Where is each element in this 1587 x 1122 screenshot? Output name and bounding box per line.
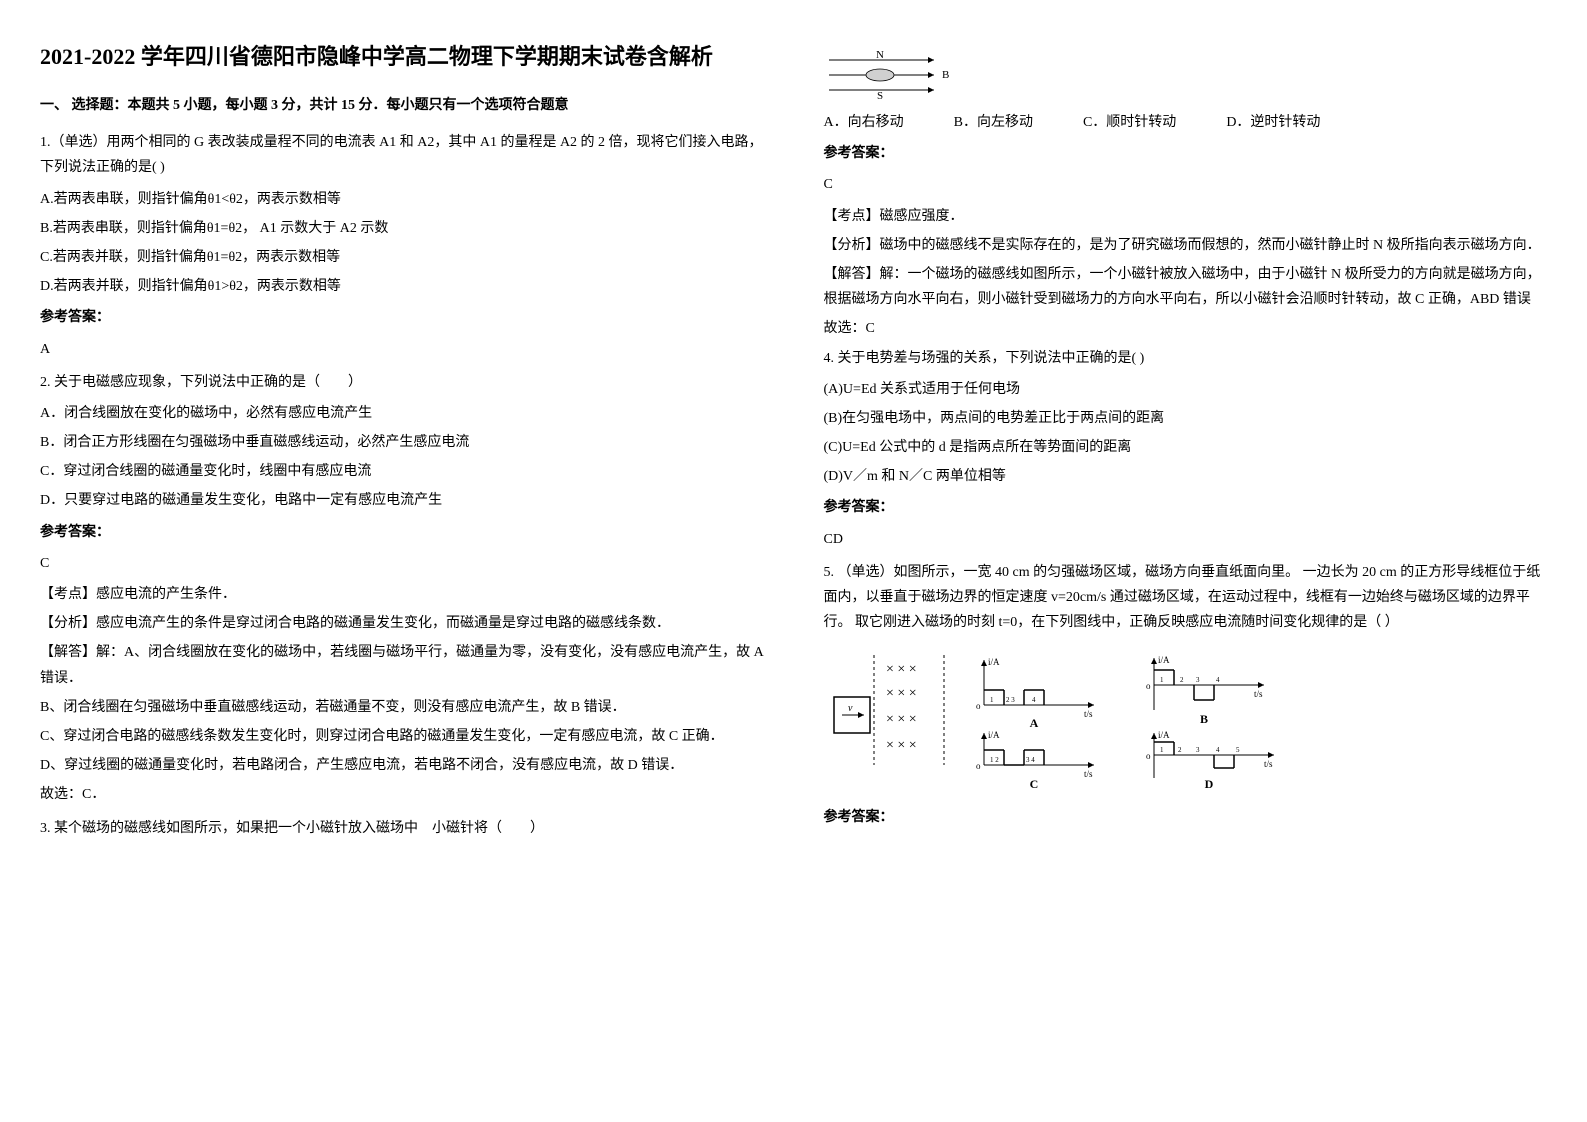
q3-conclusion: 故选：C [824, 316, 1548, 341]
svg-text:i/A: i/A [1158, 730, 1170, 740]
svg-text:1: 1 [990, 696, 994, 704]
svg-text:B: B [1199, 712, 1207, 726]
svg-text:3 4: 3 4 [1026, 756, 1035, 764]
q2-answer-label: 参考答案： [40, 520, 764, 545]
q2-solB: B、闭合线圈在匀强磁场中垂直磁感线运动，若磁通量不变，则没有感应电流产生，故 B… [40, 695, 764, 720]
svg-text:4: 4 [1032, 696, 1036, 704]
question-5: 5. （单选）如图所示，一宽 40 cm 的匀强磁场区域，磁场方向垂直纸面向里。… [824, 560, 1548, 831]
svg-text:v: v [848, 703, 853, 714]
svg-text:3: 3 [1196, 676, 1200, 684]
svg-text:1: 1 [1160, 746, 1164, 754]
q2-topic: 【考点】感应电流的产生条件． [40, 582, 764, 607]
q3-answer-label: 参考答案： [824, 141, 1548, 166]
q2-answer: C [40, 551, 764, 576]
question-2: 2. 关于电磁感应现象，下列说法中正确的是（ ） A．闭合线圈放在变化的磁场中，… [40, 370, 764, 808]
q2-solA: 【解答】解：A、闭合线圈放在变化的磁场中，若线圈与磁场平行，磁通量为零，没有变化… [40, 640, 764, 690]
q3-answer: C [824, 172, 1548, 197]
question-3-part1: 3. 某个磁场的磁感线如图所示，如果把一个小磁针放入磁场中 小磁针将（ ） [40, 816, 764, 841]
svg-text:× × ×: × × × [886, 662, 917, 677]
q2-solD: D、穿过线圈的磁通量变化时，若电路闭合，产生感应电流，若电路不闭合，没有感应电流… [40, 753, 764, 778]
svg-text:4: 4 [1216, 746, 1220, 754]
svg-text:D: D [1204, 777, 1213, 791]
q3-diagram: N B S [824, 50, 1548, 100]
svg-text:C: C [1029, 777, 1038, 791]
q3-topic: 【考点】磁感应强度． [824, 204, 1548, 229]
q3-optC: C．顺时针转动 [1083, 110, 1176, 135]
q3-options: A．向右移动 B．向左移动 C．顺时针转动 D．逆时针转动 [824, 110, 1548, 135]
q2-optA: A．闭合线圈放在变化的磁场中，必然有感应电流产生 [40, 401, 764, 426]
q5-diagram: × × × × × × × × × × × × v [824, 645, 1548, 795]
north-label: N [876, 50, 884, 61]
q4-optA: (A)U=Ed 关系式适用于任何电场 [824, 377, 1548, 402]
q1-optC: C.若两表并联，则指针偏角θ1=θ2，两表示数相等 [40, 245, 764, 270]
svg-text:i/A: i/A [988, 730, 1000, 740]
q2-optB: B．闭合正方形线圈在匀强磁场中垂直磁感线运动，必然产生感应电流 [40, 430, 764, 455]
svg-text:4: 4 [1216, 676, 1220, 684]
graph-b: i/A t/s o 1 2 3 4 B [1146, 655, 1264, 726]
q2-text: 2. 关于电磁感应现象，下列说法中正确的是（ ） [40, 370, 764, 395]
svg-text:2: 2 [1178, 746, 1182, 754]
q1-answer: A [40, 337, 764, 362]
svg-text:o: o [976, 701, 981, 711]
q4-text: 4. 关于电势差与场强的关系，下列说法中正确的是( ) [824, 346, 1548, 371]
q4-optD: (D)V／m 和 N／C 两单位相等 [824, 464, 1548, 489]
left-column: 2021-2022 学年四川省德阳市隐峰中学高二物理下学期期末试卷含解析 一、 … [40, 40, 764, 849]
q5-answer-label: 参考答案： [824, 805, 1548, 830]
q1-answer-label: 参考答案： [40, 305, 764, 330]
svg-text:1: 1 [1160, 676, 1164, 684]
svg-text:o: o [1146, 751, 1151, 761]
q3-analysis: 【分析】磁场中的磁感线不是实际存在的，是为了研究磁场而假想的，然而小磁针静止时 … [824, 233, 1548, 258]
q2-conclusion: 故选：C． [40, 782, 764, 807]
q2-solC: C、穿过闭合电路的磁感线条数发生变化时，则穿过闭合电路的磁通量发生变化，一定有感… [40, 724, 764, 749]
svg-text:× × ×: × × × [886, 686, 917, 701]
q1-optD: D.若两表并联，则指针偏角θ1>θ2，两表示数相等 [40, 274, 764, 299]
svg-text:o: o [1146, 681, 1151, 691]
q2-optD: D．只要穿过电路的磁通量发生变化，电路中一定有感应电流产生 [40, 488, 764, 513]
right-column: N B S A．向右移动 B．向左移动 C．顺时针转动 D．逆时针转动 参考答案… [824, 40, 1548, 849]
question-4: 4. 关于电势差与场强的关系，下列说法中正确的是( ) (A)U=Ed 关系式适… [824, 346, 1548, 552]
q2-analysis: 【分析】感应电流产生的条件是穿过闭合电路的磁通量发生变化，而磁通量是穿过电路的磁… [40, 611, 764, 636]
svg-text:t/s: t/s [1084, 709, 1093, 719]
q2-optC: C．穿过闭合线圈的磁通量变化时，线圈中有感应电流 [40, 459, 764, 484]
svg-text:3: 3 [1196, 746, 1200, 754]
svg-text:2 3: 2 3 [1006, 696, 1015, 704]
svg-text:i/A: i/A [988, 657, 1000, 667]
svg-text:× × ×: × × × [886, 712, 917, 727]
field-region: × × × × × × × × × × × × v [834, 655, 944, 765]
svg-text:1 2: 1 2 [990, 756, 999, 764]
q5-text: 5. （单选）如图所示，一宽 40 cm 的匀强磁场区域，磁场方向垂直纸面向里。… [824, 560, 1548, 636]
graph-d: i/A t/s o 1 2 3 4 5 D [1146, 730, 1274, 791]
q3-solution: 【解答】解：一个磁场的磁感线如图所示，一个小磁针被放入磁场中，由于小磁针 N 极… [824, 262, 1548, 312]
q1-optA: A.若两表串联，则指针偏角θ1<θ2，两表示数相等 [40, 187, 764, 212]
svg-text:o: o [976, 761, 981, 771]
svg-text:A: A [1029, 716, 1038, 730]
svg-text:t/s: t/s [1264, 759, 1273, 769]
q4-optB: (B)在匀强电场中，两点间的电势差正比于两点间的距离 [824, 406, 1548, 431]
svg-text:i/A: i/A [1158, 655, 1170, 665]
q4-answer: CD [824, 527, 1548, 552]
b-label: B [942, 69, 949, 81]
svg-text:× × ×: × × × [886, 738, 917, 753]
q3-text: 3. 某个磁场的磁感线如图所示，如果把一个小磁针放入磁场中 小磁针将（ ） [40, 816, 764, 841]
q1-optB: B.若两表串联，则指针偏角θ1=θ2， A1 示数大于 A2 示数 [40, 216, 764, 241]
graph-a: i/A t/s o 1 2 3 4 A [976, 657, 1094, 730]
south-label: S [876, 90, 882, 100]
svg-text:5: 5 [1236, 746, 1240, 754]
question-1: 1.（单选）用两个相同的 G 表改装成量程不同的电流表 A1 和 A2，其中 A… [40, 130, 764, 362]
exam-title: 2021-2022 学年四川省德阳市隐峰中学高二物理下学期期末试卷含解析 [40, 40, 764, 73]
q3-optB: B．向左移动 [954, 110, 1033, 135]
section-1-heading: 一、 选择题：本题共 5 小题，每小题 3 分，共计 15 分．每小题只有一个选… [40, 93, 764, 118]
q3-optA: A．向右移动 [824, 110, 904, 135]
q4-optC: (C)U=Ed 公式中的 d 是指两点所在等势面间的距离 [824, 435, 1548, 460]
q3-optD: D．逆时针转动 [1226, 110, 1320, 135]
svg-text:t/s: t/s [1254, 689, 1263, 699]
graph-c: i/A t/s o 1 2 3 4 C [976, 730, 1094, 791]
svg-text:2: 2 [1180, 676, 1184, 684]
svg-text:t/s: t/s [1084, 769, 1093, 779]
q1-text: 1.（单选）用两个相同的 G 表改装成量程不同的电流表 A1 和 A2，其中 A… [40, 130, 764, 180]
q4-answer-label: 参考答案： [824, 495, 1548, 520]
